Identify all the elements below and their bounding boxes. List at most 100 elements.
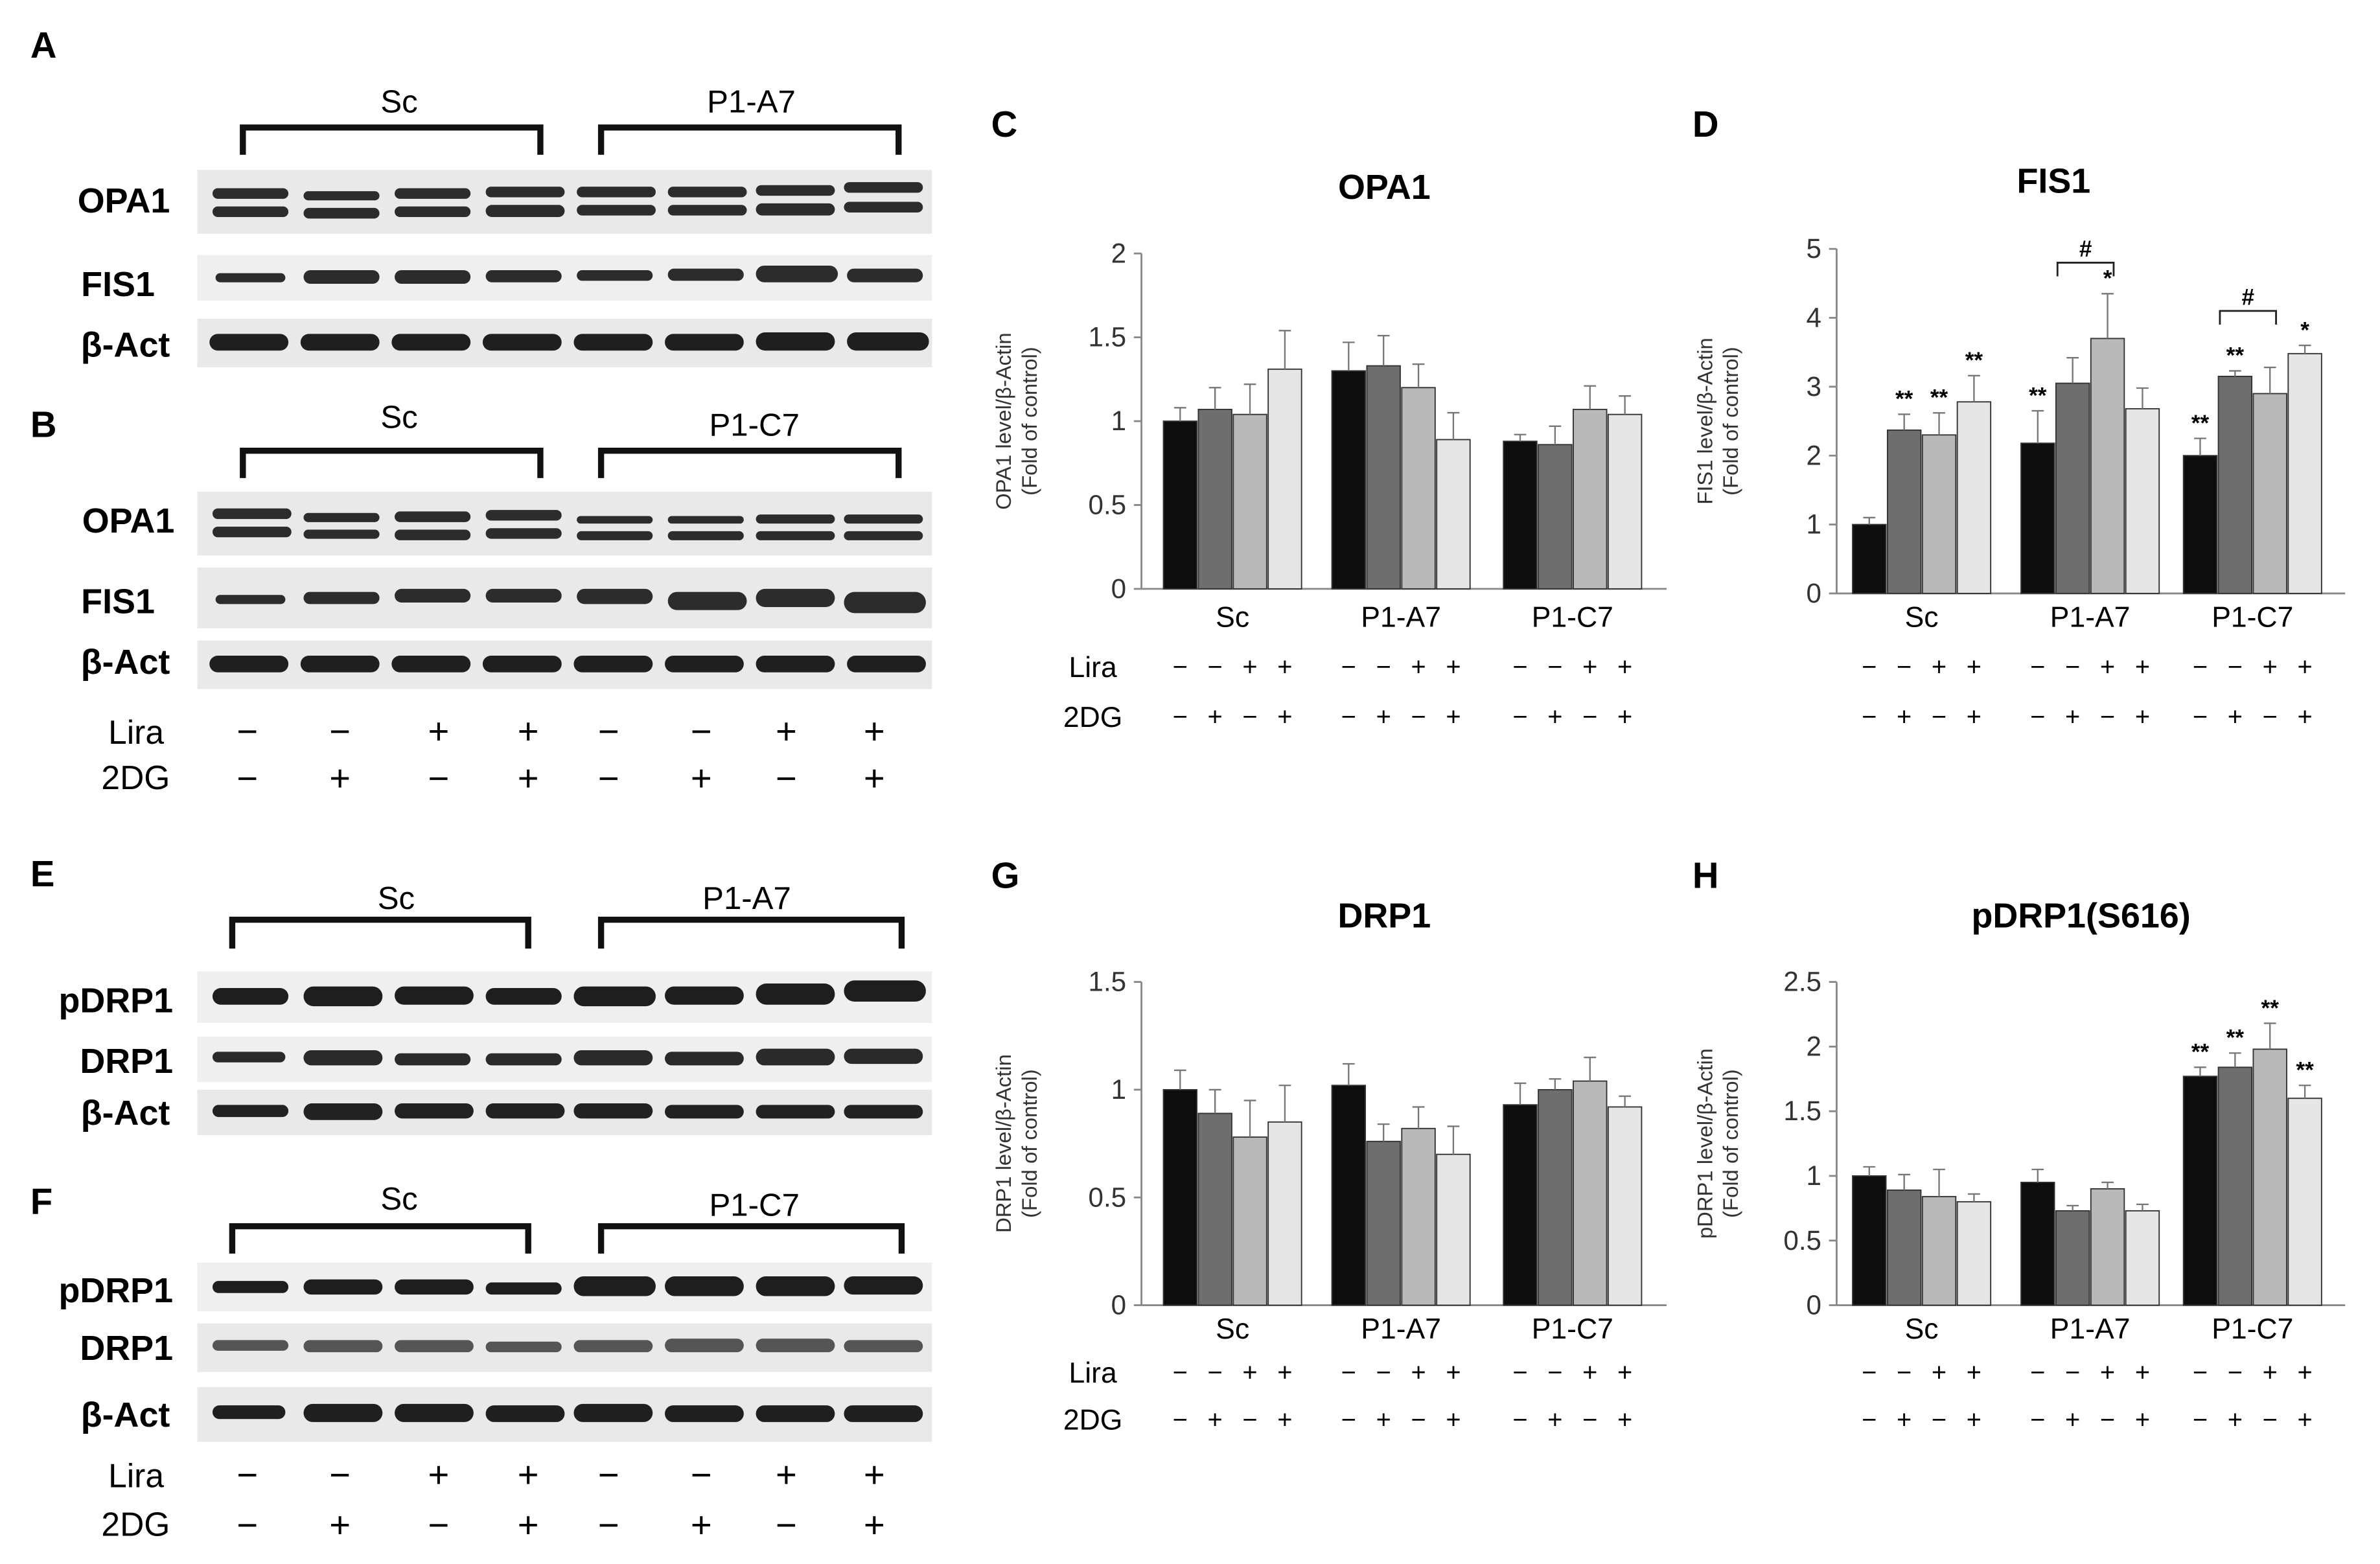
lira-label: Lira bbox=[1069, 652, 1116, 684]
dg-sign: − bbox=[1411, 703, 1426, 731]
bar bbox=[1607, 1106, 1643, 1306]
y-tick-label: 2 bbox=[1807, 1031, 1821, 1061]
dg-sign: − bbox=[1341, 703, 1356, 731]
bar bbox=[1503, 441, 1538, 590]
lira-sign: − bbox=[1547, 1359, 1562, 1387]
lira-sign: + bbox=[2263, 652, 2278, 681]
dg-sign: − bbox=[428, 757, 450, 798]
significance-mark: ** bbox=[2261, 996, 2280, 1021]
lira-sign: − bbox=[329, 1455, 351, 1495]
blot-bands-beta-act bbox=[209, 332, 929, 351]
dg-sign: + bbox=[864, 1504, 885, 1545]
dg-sign: − bbox=[2030, 703, 2045, 731]
dg-sign: + bbox=[1897, 703, 1912, 731]
dg-sign: + bbox=[864, 757, 885, 798]
dg-sign: + bbox=[1376, 703, 1391, 731]
dg-sign: + bbox=[1446, 703, 1461, 731]
group-label-sc: Sc bbox=[380, 400, 417, 435]
bar bbox=[2055, 1210, 2090, 1306]
dg-sign: + bbox=[329, 1504, 351, 1545]
lira-sign: + bbox=[1582, 652, 1597, 681]
y-axis-label: OPA1 level/β-Actin (Fold of control) bbox=[991, 332, 1041, 509]
dg-sign: − bbox=[1341, 1405, 1356, 1434]
dg-sign: + bbox=[1967, 1405, 1981, 1434]
y-tick-label: 0 bbox=[1807, 578, 1821, 608]
lira-sign: − bbox=[1341, 652, 1356, 681]
bar bbox=[2055, 382, 2090, 594]
lira-sign: − bbox=[1547, 652, 1562, 681]
y-tick-label: 3 bbox=[1807, 371, 1821, 402]
row-label-fis1: FIS1 bbox=[81, 265, 155, 304]
group-bracket-p1-c7 bbox=[597, 1223, 905, 1254]
y-tick-label: 4 bbox=[1807, 303, 1821, 333]
lira-sign: + bbox=[1277, 652, 1292, 681]
bar bbox=[2287, 1098, 2322, 1306]
dg-sign: − bbox=[2263, 1405, 2278, 1434]
bar bbox=[1538, 1088, 1573, 1306]
lira-sign: − bbox=[329, 711, 351, 752]
lira-sign: + bbox=[2100, 1359, 2115, 1387]
dg-label: 2DG bbox=[1063, 1405, 1123, 1436]
panel-letter-c: C bbox=[991, 104, 1018, 144]
row-label-drp1: DRP1 bbox=[80, 1329, 173, 1368]
lira-sign: + bbox=[1277, 1359, 1292, 1387]
y-tick-label: 0.5 bbox=[1089, 1182, 1127, 1212]
lira-sign: − bbox=[1173, 1359, 1188, 1387]
bar bbox=[1366, 365, 1401, 590]
chart-title: DRP1 bbox=[1338, 896, 1431, 935]
lira-sign: − bbox=[1376, 1359, 1391, 1387]
lira-sign: − bbox=[1897, 1359, 1912, 1387]
lira-sign: − bbox=[2030, 1359, 2045, 1387]
lira-sign: − bbox=[237, 1455, 258, 1495]
lira-sign: − bbox=[2228, 652, 2243, 681]
significance-mark: ** bbox=[2191, 1040, 2210, 1065]
dg-sign: + bbox=[1208, 1405, 1223, 1434]
bar bbox=[2020, 443, 2055, 594]
blot-bands-beta-act bbox=[209, 655, 926, 673]
y-tick-label: 0 bbox=[1111, 1290, 1126, 1320]
blot-panel-b: Sc P1-C7 OPA1 FIS1 β-Act bbox=[81, 400, 932, 799]
lira-sign: + bbox=[1242, 652, 1257, 681]
dg-sign: − bbox=[776, 1504, 797, 1545]
dg-sign: − bbox=[1582, 1405, 1597, 1434]
lira-sign: + bbox=[1242, 1359, 1257, 1387]
bar bbox=[1852, 523, 1887, 594]
bar bbox=[1538, 444, 1573, 590]
lira-label: Lira bbox=[1069, 1357, 1116, 1389]
category-label: P1-C7 bbox=[2212, 1313, 2293, 1345]
dg-sign: + bbox=[2135, 1405, 2150, 1434]
chart-drp1: DRP1 0 0.5 1 1.5 DRP1 level/β-Actin (Fold of c… bbox=[991, 896, 1667, 1436]
bar bbox=[1436, 439, 1471, 590]
lira-label: Lira bbox=[108, 1457, 164, 1495]
blot-bands-fis1 bbox=[215, 265, 923, 284]
blot-treatment-signs: − − − + + − + + − − − + + − + + bbox=[237, 711, 884, 799]
dg-sign: − bbox=[1512, 1405, 1527, 1434]
lira-sign: + bbox=[2135, 652, 2150, 681]
lira-sign: − bbox=[1512, 652, 1527, 681]
bar bbox=[2182, 455, 2218, 594]
lira-sign: + bbox=[1932, 652, 1947, 681]
bar bbox=[1197, 408, 1232, 590]
dg-sign: − bbox=[1173, 703, 1188, 731]
dg-sign: − bbox=[2193, 703, 2208, 731]
bar bbox=[1401, 1127, 1436, 1306]
significance-mark: * bbox=[2300, 317, 2309, 343]
bar bbox=[1921, 434, 1957, 594]
bar bbox=[1607, 413, 1643, 590]
group-bracket-sc bbox=[229, 1223, 531, 1254]
dg-sign: − bbox=[1862, 703, 1877, 731]
dg-sign: + bbox=[1617, 703, 1632, 731]
dg-sign: − bbox=[428, 1504, 450, 1545]
dg-sign: + bbox=[2228, 1405, 2243, 1434]
y-axis-label: FIS1 level/β-Actin (Fold of control) bbox=[1693, 338, 1742, 505]
dg-sign: − bbox=[1512, 703, 1527, 731]
lira-sign: − bbox=[1341, 1359, 1356, 1387]
category-label: P1-C7 bbox=[2212, 601, 2293, 633]
panel-letter-g: G bbox=[991, 855, 1020, 895]
chart-title: FIS1 bbox=[2017, 161, 2091, 200]
row-label-opa1: OPA1 bbox=[78, 181, 170, 220]
blot-bands-pdrp1 bbox=[212, 1276, 923, 1296]
group-label-sc: Sc bbox=[380, 1181, 417, 1217]
group-bracket-sc bbox=[240, 448, 544, 478]
row-label-fis1: FIS1 bbox=[81, 582, 155, 621]
